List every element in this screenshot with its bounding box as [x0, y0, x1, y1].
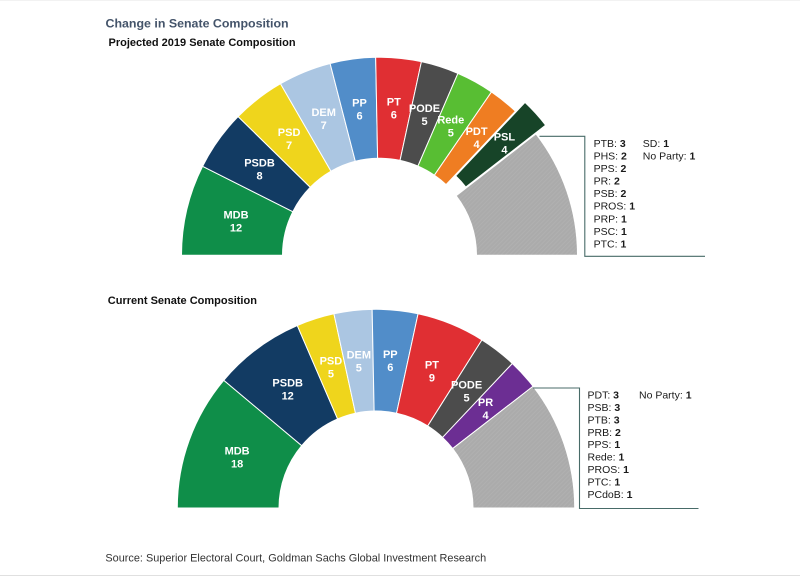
svg-text:No Party: 1: No Party: 1: [639, 390, 692, 402]
svg-text:PPS: 1: PPS: 1: [588, 439, 621, 451]
svg-text:PPS: 2: PPS: 2: [594, 163, 627, 175]
svg-text:PTB: 3: PTB: 3: [588, 414, 620, 426]
svg-text:Rede: 1: Rede: 1: [588, 452, 625, 464]
svg-text:No Party: 1: No Party: 1: [643, 150, 696, 162]
svg-text:PRP: 1: PRP: 1: [594, 213, 627, 225]
svg-text:PR: 2: PR: 2: [594, 176, 620, 188]
svg-text:Projected 2019 Senate Composit: Projected 2019 Senate Composition: [109, 37, 296, 49]
svg-text:PSB: 3: PSB: 3: [588, 402, 621, 414]
svg-text:Change in Senate Composition: Change in Senate Composition: [106, 17, 289, 31]
svg-text:PHS: 2: PHS: 2: [594, 150, 627, 162]
svg-text:PDT: 3: PDT: 3: [588, 390, 620, 402]
svg-text:Current Senate Composition: Current Senate Composition: [108, 295, 257, 307]
svg-text:PCdoB: 1: PCdoB: 1: [588, 489, 633, 501]
svg-text:PSC: 1: PSC: 1: [594, 226, 627, 238]
svg-text:SD: 1: SD: 1: [643, 138, 669, 150]
svg-text:PTB: 3: PTB: 3: [594, 138, 626, 150]
svg-text:PROS: 1: PROS: 1: [594, 201, 636, 213]
svg-text:PTC: 1: PTC: 1: [594, 238, 627, 250]
svg-text:PSB: 2: PSB: 2: [594, 188, 627, 200]
svg-text:PRB: 2: PRB: 2: [588, 427, 621, 439]
svg-text:PTC: 1: PTC: 1: [588, 476, 621, 488]
svg-text:PROS: 1: PROS: 1: [588, 464, 630, 476]
svg-text:Source: Superior Electoral Cou: Source: Superior Electoral Court, Goldma…: [105, 553, 486, 565]
